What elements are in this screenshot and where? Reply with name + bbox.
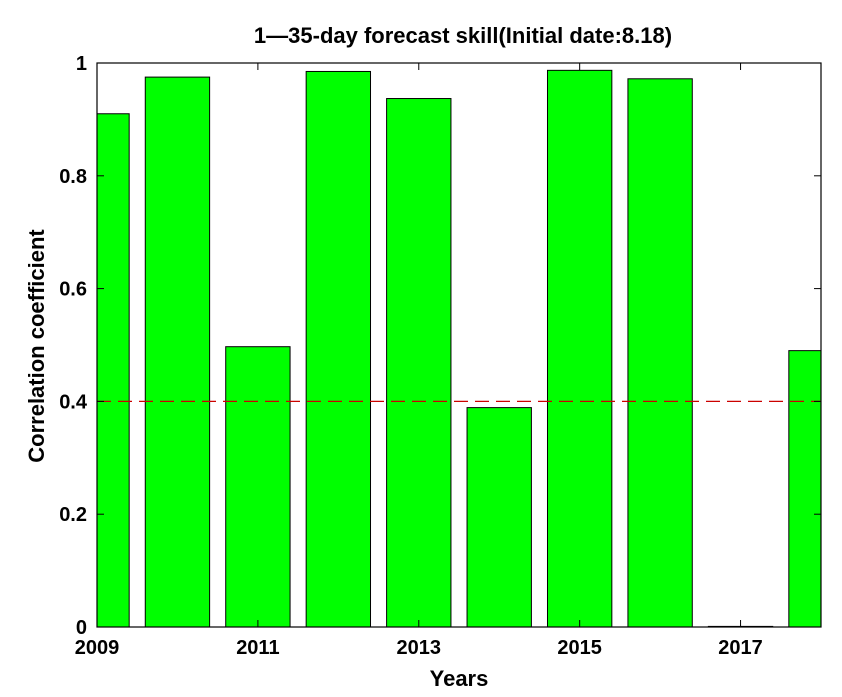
y-tick-label-0.6: 0.6 (59, 279, 87, 301)
axes-group (96, 62, 822, 628)
bar-2015 (546, 69, 613, 627)
y-axis-label: Correlation coefficient (24, 229, 49, 463)
bar-2013 (386, 98, 452, 627)
y-tick-label-1: 1 (76, 53, 87, 75)
y-tick-label-0.4: 0.4 (59, 391, 88, 413)
y-ticks-group: 0 0.2 0.4 0.6 0.8 1 (59, 53, 821, 639)
chart-title: 1—35-day forecast skill(Initial date:8.1… (254, 23, 672, 48)
y-tick-label-0: 0 (76, 617, 87, 639)
bar-2014 (466, 407, 532, 627)
bar-2011 (225, 346, 291, 627)
y-tick-label-0.2: 0.2 (59, 504, 87, 526)
bar-2012 (305, 70, 372, 627)
bar-2010 (144, 76, 211, 627)
plot-frame (96, 62, 822, 628)
bar-2016 (627, 78, 693, 627)
x-tick-label-2015: 2015 (557, 637, 602, 659)
bar-2018 (788, 350, 821, 627)
bars-group (97, 69, 821, 627)
x-tick-label-2011: 2011 (236, 637, 279, 659)
y-tick-label-0.8: 0.8 (59, 166, 87, 188)
bar-2009 (97, 113, 130, 627)
x-tick-label-2017: 2017 (718, 637, 763, 659)
x-ticks-group: 2009 2011 2013 2015 2017 (75, 63, 763, 659)
x-tick-label-2013: 2013 (397, 637, 442, 659)
x-tick-label-2009: 2009 (75, 637, 120, 659)
x-axis-label: Years (430, 666, 489, 691)
